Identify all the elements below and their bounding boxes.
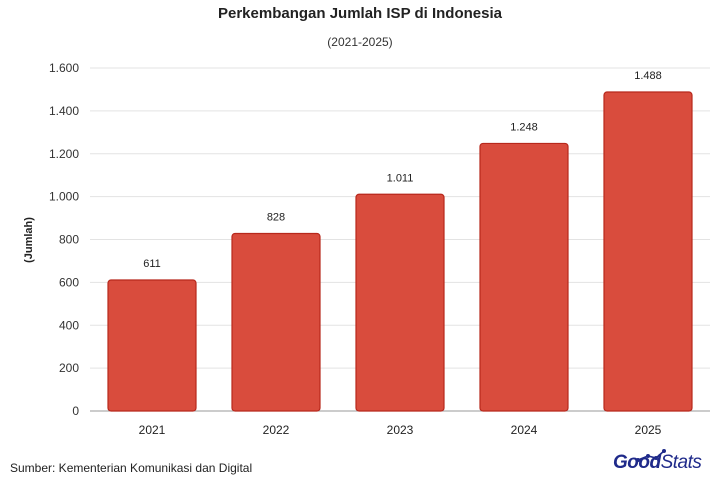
bar-value-label: 1.248 xyxy=(510,121,538,133)
y-axis-label: (Jumlah) xyxy=(23,217,35,263)
y-tick-label: 400 xyxy=(59,318,79,332)
source-note: Sumber: Kementerian Komunikasi dan Digit… xyxy=(10,461,253,475)
y-tick-label: 600 xyxy=(59,275,79,289)
bar-chart: 0 200 400 600 800 1.000 1.200 1.400 1.600 (Jumlah… xyxy=(23,61,710,437)
x-tick-label: 2024 xyxy=(511,423,538,437)
bar xyxy=(107,279,197,412)
x-tick-label: 2025 xyxy=(635,423,662,437)
bar xyxy=(231,232,321,412)
bar-value-label: 611 xyxy=(143,258,161,270)
y-tick-label: 1.200 xyxy=(49,147,79,161)
y-tick-label: 1.400 xyxy=(49,104,79,118)
logo-text-good: Good xyxy=(613,452,661,473)
x-tick-label: 2023 xyxy=(387,423,414,437)
logo-text-stats: Stats xyxy=(660,452,702,473)
y-tick-label: 0 xyxy=(72,404,79,418)
chart-title: Perkembangan Jumlah ISP di Indonesia xyxy=(218,5,502,22)
logo-graph-icon xyxy=(636,449,666,462)
bar xyxy=(603,91,693,412)
x-tick-label: 2022 xyxy=(263,423,290,437)
bar-value-label: 1.488 xyxy=(634,70,662,82)
y-tick-label: 1.000 xyxy=(49,190,79,204)
bar-value-label: 828 xyxy=(267,211,285,223)
goodstats-logo: GoodStats xyxy=(613,452,702,474)
chart-subtitle: (2021-2025) xyxy=(327,35,393,49)
x-tick-label: 2021 xyxy=(139,423,166,437)
y-tick-label: 800 xyxy=(59,233,79,247)
y-tick-label: 200 xyxy=(59,361,79,375)
bar xyxy=(355,193,445,412)
y-tick-label: 1.600 xyxy=(49,61,79,75)
bar xyxy=(479,142,569,412)
bar-value-label: 1.011 xyxy=(387,172,414,184)
